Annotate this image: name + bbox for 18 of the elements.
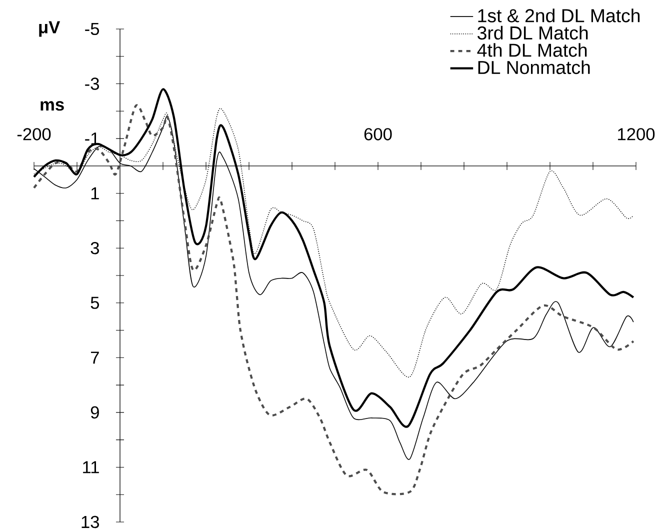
y-tick-label: 11 <box>83 461 99 474</box>
y-tick-label: -5 <box>85 22 100 36</box>
x-tick-label: -200 <box>17 128 51 140</box>
y-tick-label: 1 <box>91 187 99 200</box>
y-tick-label: 13 <box>82 516 99 528</box>
y-tick-label: 3 <box>90 242 99 254</box>
legend-label: 3rd DL Match <box>478 26 588 40</box>
legend-label: 4th DL Match <box>477 43 587 57</box>
x-tick-label: 600 <box>364 128 392 140</box>
y-tick-label: -3 <box>85 78 99 90</box>
y-tick-label: 7 <box>91 352 99 364</box>
y-axis-title: μV <box>39 21 60 37</box>
x-tick-label: 1200 <box>618 128 655 140</box>
y-tick-label: 9 <box>90 406 99 419</box>
legend-label: DL Nonmatch <box>478 60 590 74</box>
y-tick-label: 5 <box>90 296 100 309</box>
legend-label: 1st & 2nd DL Match <box>478 8 640 22</box>
x-axis-title: ms <box>40 101 64 111</box>
